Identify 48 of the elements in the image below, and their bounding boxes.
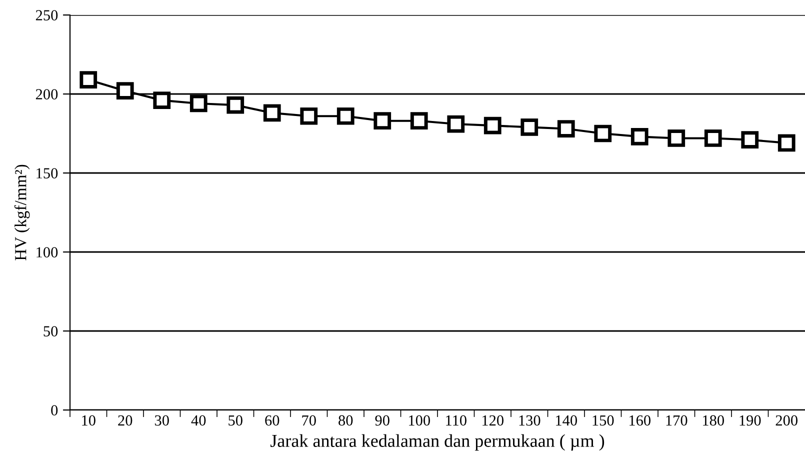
point <box>80 71 98 88</box>
x-tick-label: 40 <box>191 415 206 426</box>
x-tick-label: 130 <box>519 415 540 426</box>
y-tick-label: 250 <box>36 10 58 20</box>
point <box>630 128 648 146</box>
point <box>557 120 575 138</box>
point <box>336 107 354 125</box>
x-tick-label: 30 <box>154 415 169 426</box>
point <box>594 124 612 142</box>
point <box>300 107 318 125</box>
point <box>520 118 538 136</box>
point <box>778 134 796 152</box>
x-tick-label: 200 <box>776 415 798 426</box>
x-tick-label: 10 <box>82 415 96 426</box>
y-tick-label: 200 <box>36 89 58 100</box>
point <box>374 112 392 130</box>
point <box>263 104 281 122</box>
x-tick-label: 80 <box>338 415 353 426</box>
point <box>190 94 208 112</box>
x-tick-label: 60 <box>265 415 280 426</box>
y-tick-label: 100 <box>36 247 58 258</box>
x-tick-label: 140 <box>556 415 577 426</box>
x-tick-label: 180 <box>703 415 724 426</box>
x-tick-label: 190 <box>740 415 761 426</box>
y-tick-label: 0 <box>51 405 58 416</box>
point <box>410 112 428 130</box>
x-tick-label: 70 <box>302 415 316 426</box>
x-tick-label: 100 <box>409 415 430 426</box>
x-tick-label: 160 <box>630 415 650 426</box>
x-tick-label: 110 <box>446 415 466 426</box>
point <box>153 92 171 109</box>
x-tick-label: 170 <box>666 415 688 426</box>
x-tick-label: 50 <box>228 415 242 426</box>
x-tick-label: 90 <box>375 415 390 426</box>
x-tick-label: 20 <box>118 415 132 426</box>
point <box>668 130 686 147</box>
point <box>447 115 465 133</box>
x-tick-label: 120 <box>482 415 504 426</box>
point <box>704 130 722 147</box>
y-tick-label: 50 <box>44 326 58 336</box>
point <box>484 116 502 134</box>
y-tick-label: 150 <box>36 168 58 178</box>
point <box>226 96 244 114</box>
point <box>116 82 134 100</box>
y-axis-title: HV (kgf/mm²) <box>14 164 30 260</box>
x-tick-label: 150 <box>592 415 614 426</box>
x-axis-title: Jarak antara kedalaman dan permukaan ( µm ) <box>270 434 604 451</box>
point <box>741 131 759 148</box>
